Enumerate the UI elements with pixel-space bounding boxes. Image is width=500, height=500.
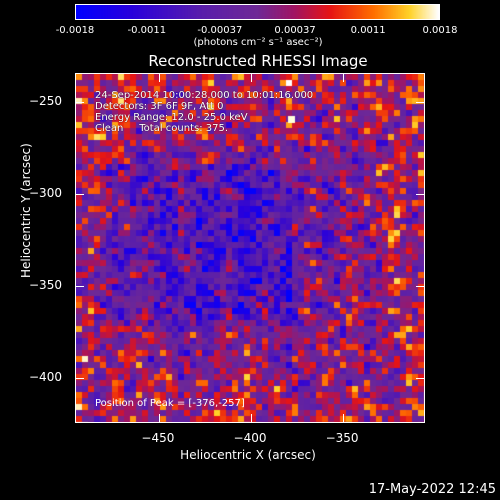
- info-energy-range: Energy Range: 12.0 - 25.0 keV: [95, 112, 248, 123]
- x-tick-label: −450: [141, 431, 175, 445]
- y-axis-title-text: Heliocentric Y (arcsec): [19, 143, 33, 278]
- colorbar-tick-1: -0.0011: [127, 25, 167, 36]
- colorbar-gradient: [76, 5, 439, 19]
- colorbar-tick-3: 0.00037: [274, 25, 316, 36]
- colorbar: [75, 4, 440, 20]
- colorbar-tick-2: -0.00037: [197, 25, 243, 36]
- y-tick: [416, 101, 424, 103]
- info-time-range: 24-Sep-2014 10:00:28.000 to 10:01:16.000: [95, 90, 314, 101]
- colorbar-tick-4: 0.0011: [350, 25, 386, 36]
- x-tick: [158, 74, 160, 82]
- info-counts: Clean Total counts: 375.: [95, 123, 229, 134]
- rhessi-image-map: [76, 74, 424, 422]
- y-tick: [76, 101, 84, 103]
- x-tick-label: −350: [325, 431, 359, 445]
- colorbar-tick-0: -0.0018: [55, 25, 95, 36]
- x-tick: [343, 74, 345, 82]
- y-tick: [416, 193, 424, 195]
- x-tick: [251, 414, 252, 422]
- x-axis-title: Heliocentric X (arcsec): [180, 448, 316, 462]
- y-tick-label: −250: [29, 93, 62, 108]
- footer-timestamp: 17-May-2022 12:45: [368, 482, 496, 497]
- peak-position: Position of Peak = [-376,-257]: [95, 398, 245, 409]
- y-tick: [76, 193, 84, 195]
- y-tick: [416, 285, 424, 287]
- y-tick-label: −350: [29, 277, 62, 292]
- x-tick: [343, 414, 345, 422]
- x-tick: [251, 74, 252, 82]
- image-plot: [75, 73, 425, 423]
- y-tick: [416, 377, 424, 379]
- y-tick: [76, 285, 84, 287]
- y-tick-label: −300: [29, 185, 62, 200]
- y-tick: [76, 377, 84, 379]
- y-axis-title: Heliocentric Y (arcsec): [19, 143, 33, 278]
- colorbar-tick-5: 0.0018: [422, 25, 458, 36]
- info-detectors: Detectors: 3F 6F 9F, Att 0: [95, 101, 224, 112]
- plot-title: Reconstructed RHESSI Image: [148, 52, 368, 70]
- x-tick: [158, 414, 160, 422]
- x-tick-label: −400: [233, 431, 267, 445]
- colorbar-units: (photons cm⁻² s⁻¹ asec⁻²): [193, 37, 323, 48]
- y-tick-label: −400: [29, 369, 62, 384]
